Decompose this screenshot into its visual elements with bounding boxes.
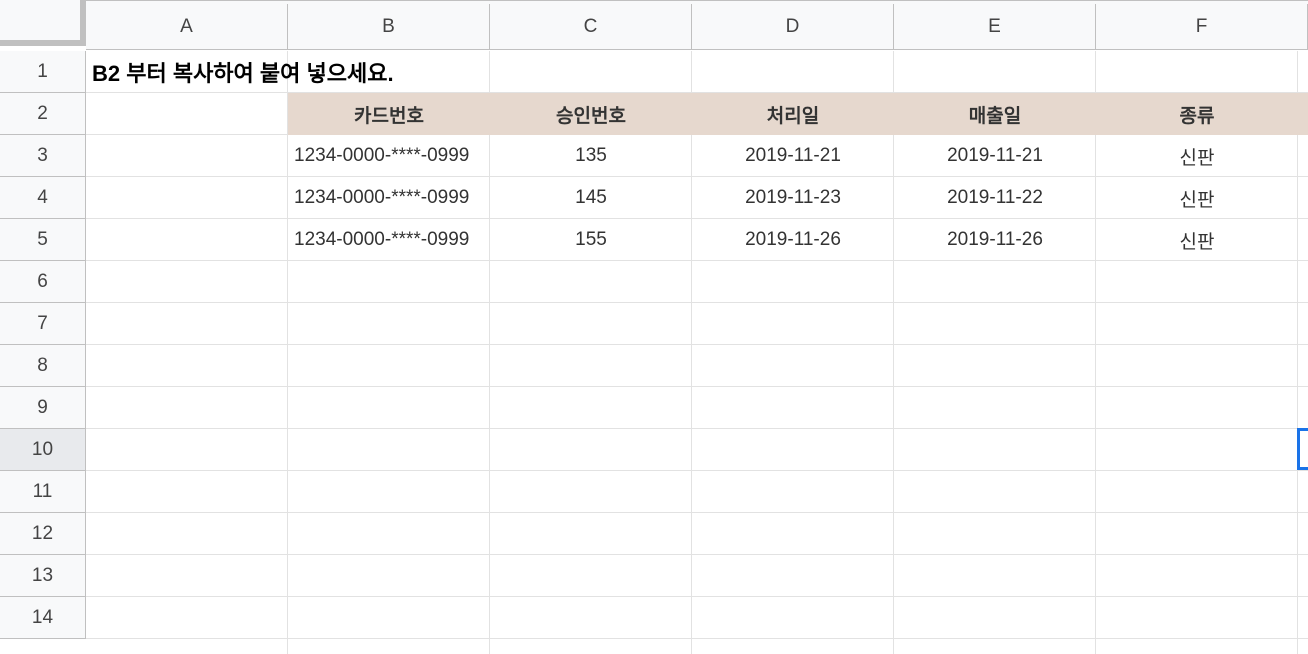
column-header-d[interactable]: D — [692, 4, 894, 50]
table-header-process-date[interactable]: 처리일 — [692, 93, 894, 135]
grid-line — [86, 218, 1308, 219]
row-header-8[interactable]: 8 — [0, 345, 86, 387]
grid-line — [86, 386, 1308, 387]
grid-line — [86, 554, 1308, 555]
table-cell[interactable]: 1234-0000-****-0999 — [294, 229, 470, 250]
cell-grid[interactable]: B2 부터 복사하여 붙여 넣으세요. 카드번호 승인번호 처리일 매출일 종류… — [86, 51, 1308, 654]
table-header-sale-date[interactable]: 매출일 — [894, 93, 1096, 135]
row-header-1[interactable]: 1 — [0, 51, 86, 93]
select-all-corner[interactable] — [0, 0, 86, 46]
grid-line — [893, 51, 894, 654]
column-header-c[interactable]: C — [490, 4, 692, 50]
table-header-overflow[interactable] — [1298, 93, 1308, 135]
grid-line — [86, 428, 1308, 429]
column-header-bar — [86, 0, 1308, 4]
grid-line — [86, 92, 1308, 93]
grid-line — [86, 470, 1308, 471]
row-header-11[interactable]: 11 — [0, 471, 86, 513]
table-cell[interactable]: 135 — [575, 145, 607, 166]
grid-line — [86, 176, 1308, 177]
table-cell[interactable]: 2019-11-22 — [947, 187, 1043, 208]
row-header-7[interactable]: 7 — [0, 303, 86, 345]
grid-line — [86, 344, 1308, 345]
column-header-f[interactable]: F — [1096, 4, 1308, 50]
table-cell[interactable]: 145 — [575, 187, 607, 208]
grid-line — [1297, 51, 1298, 654]
row-header-14[interactable]: 14 — [0, 597, 86, 639]
table-cell[interactable]: 155 — [575, 229, 607, 250]
row-header-12[interactable]: 12 — [0, 513, 86, 555]
grid-line — [86, 596, 1308, 597]
grid-line — [86, 302, 1308, 303]
row-header-6[interactable]: 6 — [0, 261, 86, 303]
table-header-card-number[interactable]: 카드번호 — [288, 93, 490, 135]
table-cell[interactable]: 2019-11-23 — [745, 187, 841, 208]
row-header-10[interactable]: 10 — [0, 429, 86, 471]
row-header-5[interactable]: 5 — [0, 219, 86, 261]
row-header-13[interactable]: 13 — [0, 555, 86, 597]
column-header-b[interactable]: B — [288, 4, 490, 50]
row-header-9[interactable]: 9 — [0, 387, 86, 429]
row-header-2[interactable]: 2 — [0, 93, 86, 135]
table-cell[interactable]: 2019-11-26 — [947, 229, 1043, 250]
grid-line — [86, 638, 1308, 639]
grid-line — [1095, 51, 1096, 654]
grid-line — [691, 51, 692, 654]
column-header-e[interactable]: E — [894, 4, 1096, 50]
active-cell-selection[interactable] — [1297, 428, 1308, 470]
table-cell[interactable]: 2019-11-21 — [947, 145, 1043, 166]
column-header-a[interactable]: A — [86, 4, 288, 50]
table-cell[interactable]: 1234-0000-****-0999 — [294, 187, 470, 208]
table-cell[interactable]: 신판 — [1179, 189, 1215, 211]
table-cell[interactable]: 2019-11-21 — [745, 145, 841, 166]
table-header-approval-number[interactable]: 승인번호 — [490, 93, 692, 135]
cell-a1-instruction[interactable]: B2 부터 복사하여 붙여 넣으세요. — [92, 61, 394, 86]
row-header-3[interactable]: 3 — [0, 135, 86, 177]
grid-line — [287, 51, 288, 654]
grid-line — [489, 51, 490, 654]
table-cell[interactable]: 신판 — [1179, 147, 1215, 169]
table-cell[interactable]: 2019-11-26 — [745, 229, 841, 250]
table-cell[interactable]: 신판 — [1179, 231, 1215, 253]
grid-line — [86, 260, 1308, 261]
table-cell[interactable]: 1234-0000-****-0999 — [294, 145, 470, 166]
grid-line — [86, 512, 1308, 513]
row-header-4[interactable]: 4 — [0, 177, 86, 219]
table-header-type[interactable]: 종류 — [1096, 93, 1298, 135]
